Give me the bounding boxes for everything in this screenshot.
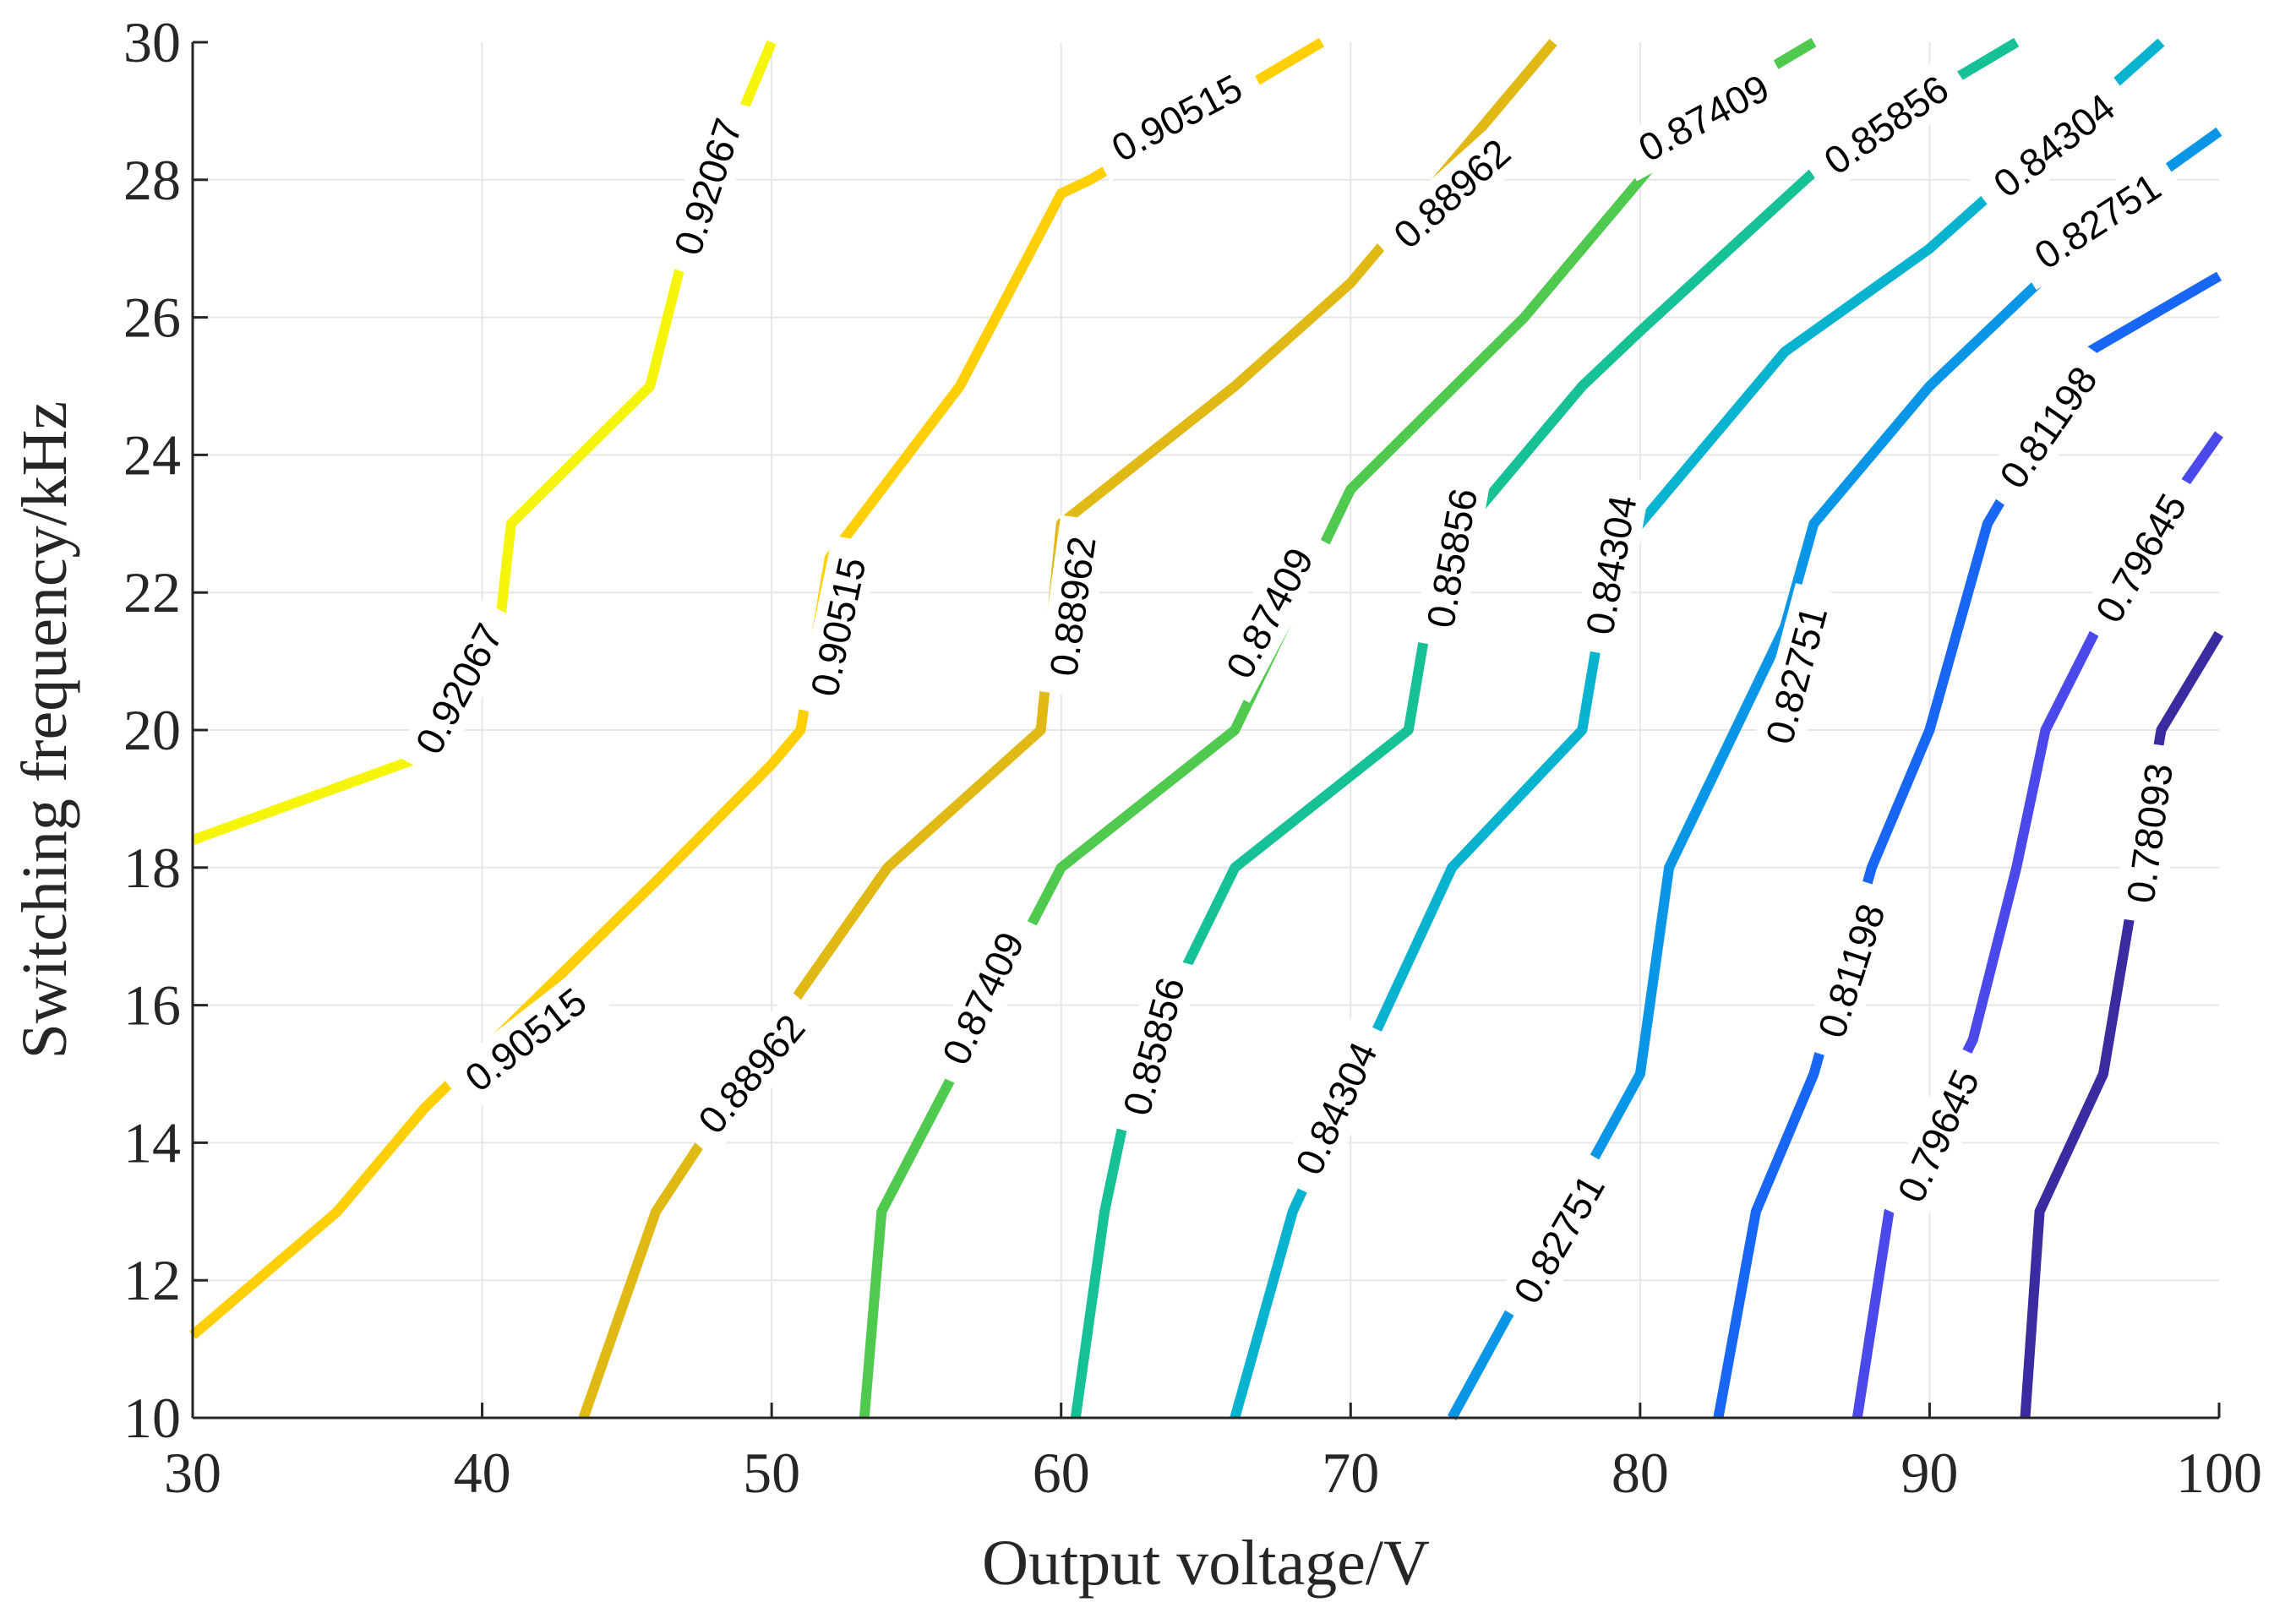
y-tick-label: 18 (123, 836, 181, 900)
y-tick-label: 22 (123, 560, 181, 624)
y-axis-label: Switching frequency/kHz (9, 401, 80, 1060)
y-tick-label: 30 (123, 10, 181, 74)
x-tick-label: 50 (743, 1441, 800, 1505)
contour-label-gap (1276, 1017, 1396, 1200)
x-tick-label: 70 (1322, 1441, 1379, 1505)
contour-label-gap (1571, 473, 1651, 657)
y-tick-label: 16 (123, 973, 181, 1038)
contour-label-gap (2010, 152, 2185, 291)
contour-label-gap (1977, 341, 2119, 515)
contour-label-gap (1412, 466, 1492, 650)
contour-label-gap (1613, 54, 1794, 182)
contour-label-gap (657, 95, 759, 279)
contour-line (189, 37, 1325, 1339)
contour-label-gap (1493, 1149, 1625, 1328)
x-tick-label: 90 (1901, 1441, 1958, 1505)
y-tick-label: 26 (123, 286, 181, 350)
y-tick-label: 14 (123, 1110, 181, 1174)
contour-label-gap (1800, 879, 1902, 1063)
contour-line (1070, 37, 2020, 1419)
x-tick-label: 80 (1611, 1441, 1669, 1505)
contour-label-gap (1369, 116, 1535, 271)
contour-line (2020, 630, 2224, 1419)
contour-label-gap (1107, 954, 1201, 1139)
contour-label-gap (795, 535, 881, 719)
x-tick-label: 60 (1033, 1441, 1090, 1505)
y-tick-label: 12 (123, 1248, 181, 1312)
tick-labels: 30 40 50 60 70 80 90 100 10 12 14 16 18 20 22 24 26 28 30 (123, 10, 2262, 1505)
contour-label-gap (2113, 742, 2187, 925)
contour-label-gap (395, 598, 523, 779)
contour-label-gap (1749, 582, 1843, 767)
axes (191, 41, 2221, 1420)
y-tick-label: 28 (123, 148, 181, 212)
x-tick-label: 100 (2176, 1441, 2262, 1505)
contour-label-gap (1799, 53, 1973, 196)
contour-label-gap (440, 965, 611, 1114)
y-tick-label: 10 (123, 1386, 181, 1450)
y-tick-label: 20 (123, 698, 181, 762)
x-tick-label: 30 (164, 1441, 221, 1505)
x-axis-label: Output voltage/V (982, 1528, 1430, 1599)
contour-label-gap (2075, 469, 2207, 647)
x-tick-label: 40 (454, 1441, 511, 1505)
contour-label-gap (1087, 54, 1268, 182)
contour-label-gap (675, 989, 827, 1158)
contour-label-gap (1969, 71, 2140, 220)
y-tick-label: 24 (123, 422, 181, 487)
contour-label-gap (1206, 523, 1333, 703)
contour-label-gap (1036, 515, 1110, 698)
contour-label-gap (923, 907, 1043, 1089)
contour-label-gap (1879, 1044, 1999, 1227)
